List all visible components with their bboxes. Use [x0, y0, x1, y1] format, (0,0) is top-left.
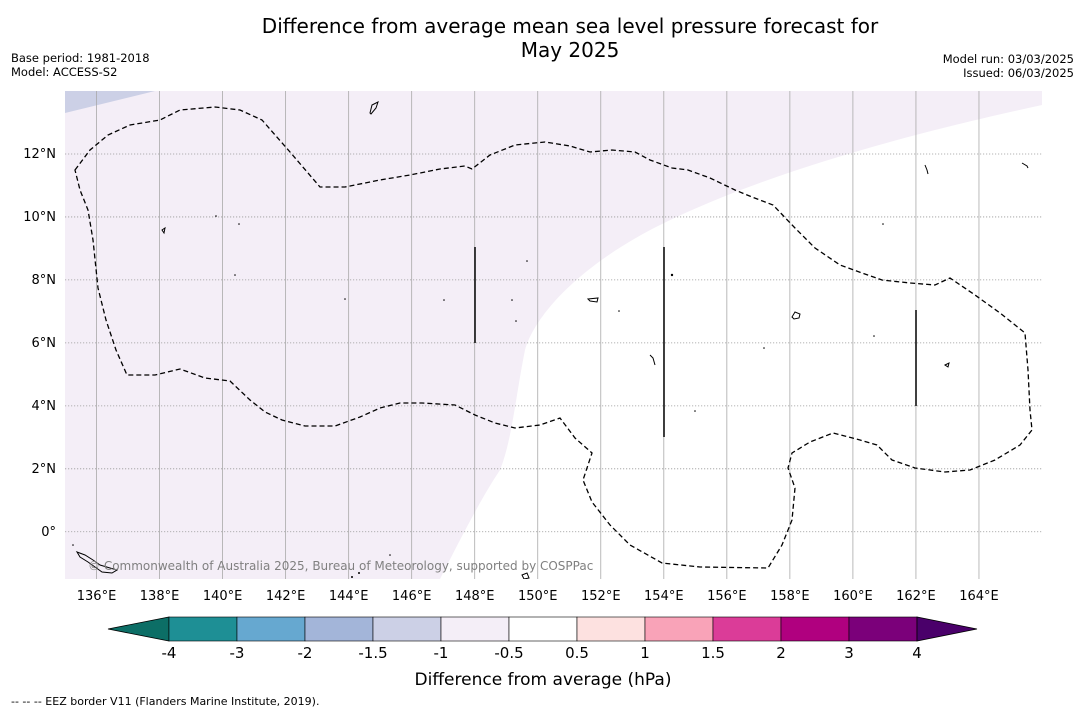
colorbar-tick-label: 4	[912, 644, 922, 662]
island-outline	[369, 101, 379, 115]
colorbar-segment	[304, 616, 374, 642]
longitude-tick-label: 144°E	[329, 589, 369, 604]
latitude-labels: 0° 2°N 4°N 6°N 8°N 10°N 12°N	[23, 147, 56, 540]
colorbar-tick-label: -0.5	[494, 644, 523, 662]
island-dot	[234, 274, 236, 276]
island-outline	[1021, 162, 1029, 169]
longitude-tick-label: 154°E	[644, 589, 684, 604]
island-dot	[694, 410, 696, 412]
colorbar-segment	[440, 616, 510, 642]
colorbar-segment	[508, 616, 578, 642]
island-outline	[944, 362, 950, 368]
island-dot	[526, 260, 528, 262]
island-dot	[72, 544, 74, 546]
colorbar-tick-label: 2	[776, 644, 786, 662]
island-outline	[161, 226, 166, 235]
colorbar-tick-label: -2	[298, 644, 313, 662]
colorbar-segment	[236, 616, 306, 642]
longitude-tick-label: 150°E	[518, 589, 558, 604]
colorbar-tick-label: 0.5	[565, 644, 589, 662]
island-outline	[521, 572, 530, 579]
longitude-tick-label: 148°E	[455, 589, 495, 604]
latitude-tick-label: 0°	[41, 525, 56, 540]
island-dot	[763, 347, 765, 349]
island-dot	[618, 310, 620, 312]
map-area	[65, 91, 1042, 579]
island-dot	[443, 299, 445, 301]
latitude-tick-label: 2°N	[32, 462, 57, 477]
longitude-tick-label: 160°E	[833, 589, 873, 604]
colorbar-segment	[372, 616, 442, 642]
colorbar-tick-label: 1	[640, 644, 650, 662]
longitude-tick-label: 136°E	[77, 589, 117, 604]
colorbar-segment	[780, 616, 850, 642]
colorbar-segment	[168, 616, 238, 642]
island-dot	[882, 223, 884, 225]
island-dot	[238, 223, 240, 225]
island-outline	[791, 311, 801, 320]
longitude-tick-label: 146°E	[392, 589, 432, 604]
colorbar-over-arrow	[916, 616, 978, 642]
longitude-tick-label: 142°E	[266, 589, 306, 604]
latitude-tick-label: 10°N	[23, 210, 56, 225]
eez-footnote: -- -- -- EEZ border V11 (Flanders Marine…	[11, 695, 320, 708]
lavender-region	[65, 91, 155, 113]
longitude-tick-label: 140°E	[203, 589, 243, 604]
gridlines	[65, 91, 1042, 579]
issued-text: Issued: 06/03/2025	[963, 66, 1074, 80]
title-line-1: Difference from average mean sea level p…	[261, 14, 879, 38]
island-dot	[344, 298, 346, 300]
colorbar-segment	[644, 616, 714, 642]
island-dots	[72, 215, 884, 578]
island-dot	[670, 273, 674, 277]
light-purple-region	[65, 91, 1042, 579]
colorbar-tick-label: 1.5	[701, 644, 725, 662]
island-dot	[873, 335, 875, 337]
base-period-text: Base period: 1981-2018	[11, 51, 150, 65]
model-text: Model: ACCESS-S2	[11, 65, 118, 79]
island-dot	[351, 576, 353, 578]
latitude-tick-label: 8°N	[32, 273, 57, 288]
title-line-2: May 2025	[520, 38, 620, 62]
colorbar-tick-label: -4	[162, 644, 177, 662]
colorbar-segment	[576, 616, 646, 642]
island-outline	[649, 354, 656, 366]
island-dot	[215, 215, 217, 217]
colorbar-segment	[848, 616, 918, 642]
colorbar-tick-label: -1	[434, 644, 449, 662]
longitude-tick-label: 158°E	[770, 589, 810, 604]
longitude-labels: 136°E 138°E 140°E 142°E 144°E 146°E 148°E 150°E…	[77, 589, 999, 604]
longitude-tick-label: 156°E	[707, 589, 747, 604]
island-outlines	[75, 101, 1029, 579]
latitude-tick-label: 12°N	[23, 147, 56, 162]
island-dot	[511, 299, 513, 301]
longitude-tick-label: 162°E	[896, 589, 936, 604]
island-dot	[515, 320, 517, 322]
colorbar-tick-label: -3	[230, 644, 245, 662]
copyright-text: © Commonwealth of Australia 2025, Bureau…	[88, 559, 593, 573]
colorbar-tick-label: 3	[844, 644, 854, 662]
latitude-tick-label: 6°N	[32, 336, 57, 351]
colorbar-tick-label: -1.5	[358, 644, 387, 662]
colorbar-segment	[712, 616, 782, 642]
island-outline	[75, 551, 119, 574]
metadata-left: Base period: 1981-2018 Model: ACCESS-S2	[11, 51, 150, 79]
island-dot	[358, 572, 360, 574]
island-dot	[389, 554, 391, 556]
longitude-tick-label: 152°E	[581, 589, 621, 604]
island-outline	[586, 297, 599, 303]
longitude-tick-label: 164°E	[959, 589, 999, 604]
colorbar: -4 -3 -2 -1.5 -1 -0.5 0.5 1 1.5 2 3 4	[107, 616, 978, 662]
island-outline	[924, 164, 929, 175]
latitude-tick-label: 4°N	[32, 399, 57, 414]
metadata-right: Model run: 03/03/2025 Issued: 06/03/2025	[943, 52, 1074, 80]
map-title: Difference from average mean sea level p…	[0, 14, 1085, 62]
eez-segments	[474, 247, 917, 437]
longitude-tick-label: 138°E	[140, 589, 180, 604]
model-run-text: Model run: 03/03/2025	[942, 52, 1074, 66]
eez-border	[74, 106, 1033, 569]
colorbar-under-arrow	[107, 616, 170, 642]
colorbar-label: Difference from average (hPa)	[415, 670, 672, 690]
